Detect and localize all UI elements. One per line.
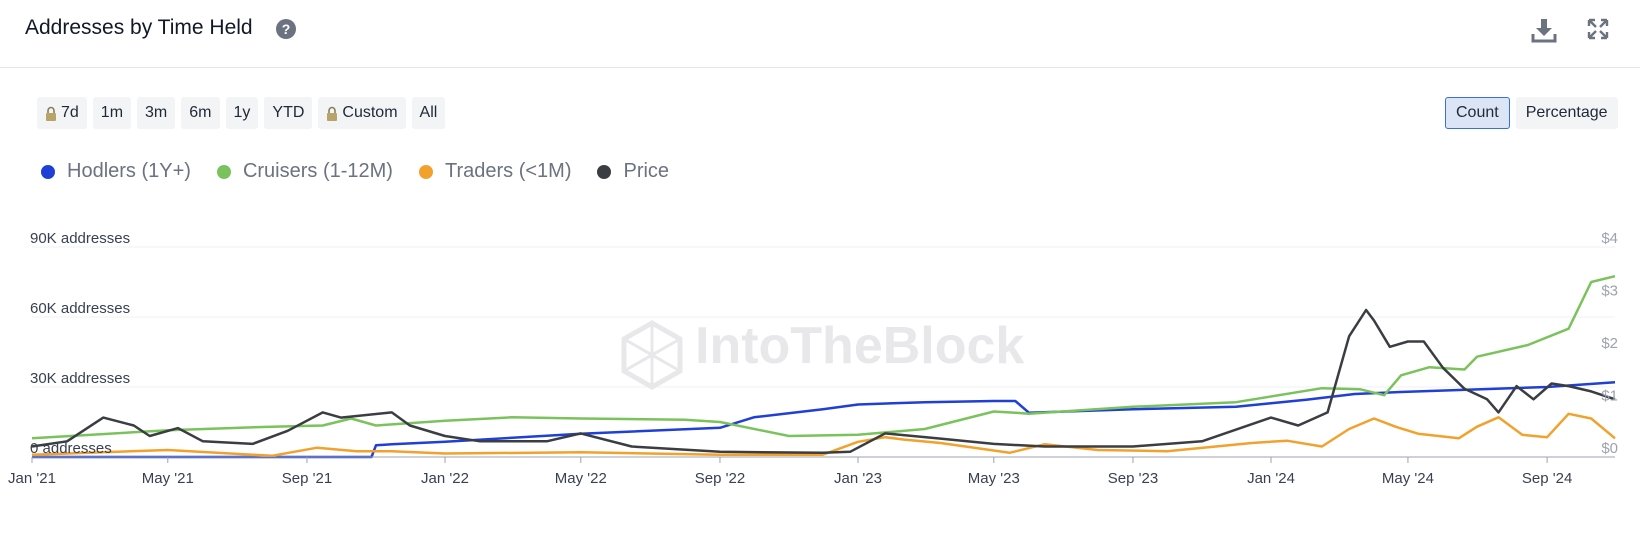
x-tick-label: May '21 [142, 470, 194, 487]
range-custom-button[interactable]: Custom [318, 97, 406, 129]
x-tick-label: Sep '24 [1522, 470, 1572, 487]
legend-label-cruisers: Cruisers (1-12M) [242, 160, 393, 182]
x-tick-label: Jan '22 [421, 470, 469, 487]
y-axis-right: $0 $1 $2 $3 $4 [1601, 230, 1618, 457]
range-1y-button[interactable]: 1y [225, 97, 259, 129]
watermark-logo [621, 320, 683, 390]
series-line-cruisers [31, 274, 1616, 440]
download-icon[interactable] [1531, 17, 1557, 43]
x-tick-label: Sep '23 [1108, 470, 1158, 487]
x-tick-label: Jan '23 [834, 470, 882, 487]
legend-dot-price [597, 164, 612, 179]
range-7d-button[interactable]: 7d [37, 97, 87, 129]
legend-dot-traders [418, 164, 433, 179]
x-tick-label: Sep '22 [695, 470, 745, 487]
range-all-label: All [419, 104, 438, 121]
chart-header: Addresses by Time Held ? [0, 0, 1640, 68]
range-ytd-label: YTD [272, 104, 305, 121]
y-tick-label: 60K addresses [30, 300, 130, 317]
y-right-tick-label: $2 [1601, 335, 1618, 352]
y-tick-label: 30K addresses [30, 370, 130, 387]
lock-icon [327, 106, 338, 121]
series-line-price [31, 308, 1616, 455]
series-lines [31, 274, 1616, 459]
range-ytd-button[interactable]: YTD [264, 97, 313, 129]
legend-item-cruisers[interactable]: Cruisers (1-12M) [216, 160, 393, 183]
x-tick-label: May '24 [1382, 470, 1434, 487]
range-1m-button[interactable]: 1m [92, 97, 132, 129]
y-right-tick-label: $0 [1601, 440, 1618, 457]
legend-label-price: Price [623, 160, 670, 182]
y-right-tick-label: $3 [1601, 283, 1618, 300]
range-6m-label: 6m [189, 104, 212, 121]
expand-icon[interactable] [1586, 17, 1610, 41]
help-circle-icon[interactable]: ? [275, 18, 297, 40]
range-3m-button[interactable]: 3m [137, 97, 176, 129]
display-mode-toggle: Count Percentage [1445, 97, 1618, 129]
line-chart: IntoTheBlock 0 addresses 30K addresses 60K… [8, 230, 1618, 487]
x-tick-label: Sep '21 [282, 470, 332, 487]
range-7d-label: 7d [61, 104, 79, 121]
series-line-traders [31, 412, 1616, 458]
y-tick-label: 0 addresses [30, 440, 112, 457]
range-3m-label: 3m [145, 104, 168, 121]
range-all-button[interactable]: All [411, 97, 446, 129]
x-tick-label: May '23 [968, 470, 1020, 487]
range-custom-label: Custom [342, 104, 398, 121]
y-right-tick-label: $4 [1601, 230, 1618, 247]
watermark-text: IntoTheBlock [695, 317, 1024, 375]
x-axis: Jan '21 May '21 Sep '21 Jan '22 May '22 Sep '… [8, 456, 1615, 487]
y-right-tick-label: $1 [1601, 388, 1618, 405]
x-tick-label: Jan '21 [8, 470, 56, 487]
chart-title: Addresses by Time Held [25, 16, 253, 39]
legend-dot-hodlers [41, 164, 55, 179]
range-1y-label: 1y [233, 104, 251, 121]
legend-item-traders[interactable]: Traders (<1M) [418, 160, 572, 183]
x-tick-label: May '22 [555, 470, 607, 487]
legend-label-traders: Traders (<1M) [444, 160, 572, 182]
percentage-button[interactable]: Percentage [1515, 97, 1618, 129]
time-range-selector: 7d 1m 3m 6m 1y YTD Custom All [37, 97, 446, 129]
range-1m-label: 1m [100, 104, 124, 121]
chart-legend: Hodlers (1Y+) Cruisers (1-12M) Traders (… [41, 160, 669, 183]
x-tick-label: Jan '24 [1247, 470, 1295, 487]
legend-label-hodlers: Hodlers (1Y+) [67, 160, 191, 182]
y-tick-label: 90K addresses [30, 230, 130, 247]
svg-text:?: ? [282, 21, 291, 37]
legend-item-price[interactable]: Price [597, 160, 669, 183]
lock-icon [46, 106, 56, 121]
legend-item-hodlers[interactable]: Hodlers (1Y+) [41, 160, 191, 183]
legend-dot-cruisers [216, 164, 231, 179]
series-line-hodlers [32, 381, 1616, 459]
y-axis-left: 0 addresses 30K addresses 60K addresses 90K… [30, 230, 130, 457]
count-button[interactable]: Count [1445, 97, 1510, 129]
range-6m-button[interactable]: 6m [181, 97, 220, 129]
